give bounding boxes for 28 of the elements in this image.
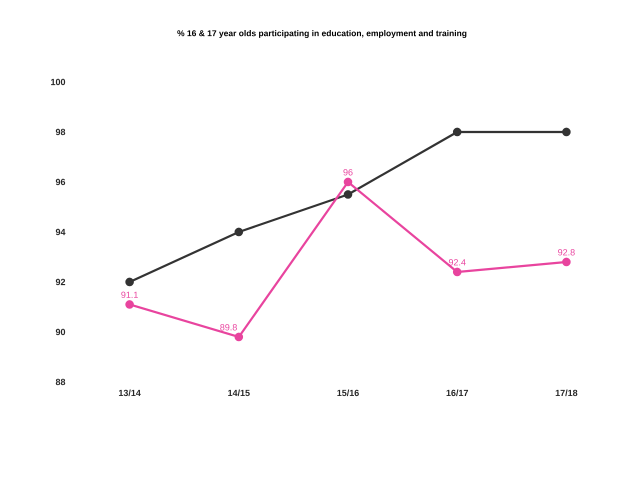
point — [452, 268, 462, 276]
point — [125, 300, 134, 309]
y-tick-label: 96 — [56, 178, 66, 186]
point — [344, 178, 352, 186]
data-label: 89.8 — [220, 324, 237, 330]
point — [562, 258, 571, 266]
point — [125, 278, 134, 286]
point — [562, 128, 571, 136]
data-label: 92.8 — [558, 249, 575, 256]
y-tick-label: 100 — [51, 78, 66, 86]
x-tick-label: 14/15 — [228, 390, 250, 396]
point — [234, 228, 244, 236]
y-tick-label: 88 — [56, 378, 66, 386]
y-tick-label: 94 — [56, 228, 66, 236]
x-tick-label: 13/14 — [118, 390, 141, 396]
y-tick-label: 90 — [56, 328, 66, 336]
point — [344, 190, 352, 199]
chart-title: % 16 & 17 year olds participating in education, employment and training — [177, 30, 466, 38]
data-label: 91.1 — [121, 292, 138, 298]
point — [452, 128, 462, 136]
point — [234, 332, 244, 342]
x-tick-label: 16/17 — [446, 390, 468, 396]
data-label: 96 — [343, 169, 353, 176]
y-tick-label: 98 — [56, 128, 66, 136]
data-label: 92.4 — [448, 259, 466, 266]
y-tick-label: 92 — [56, 278, 66, 286]
x-tick-label: 17/18 — [556, 390, 578, 396]
x-tick-label: 15/16 — [337, 390, 359, 396]
